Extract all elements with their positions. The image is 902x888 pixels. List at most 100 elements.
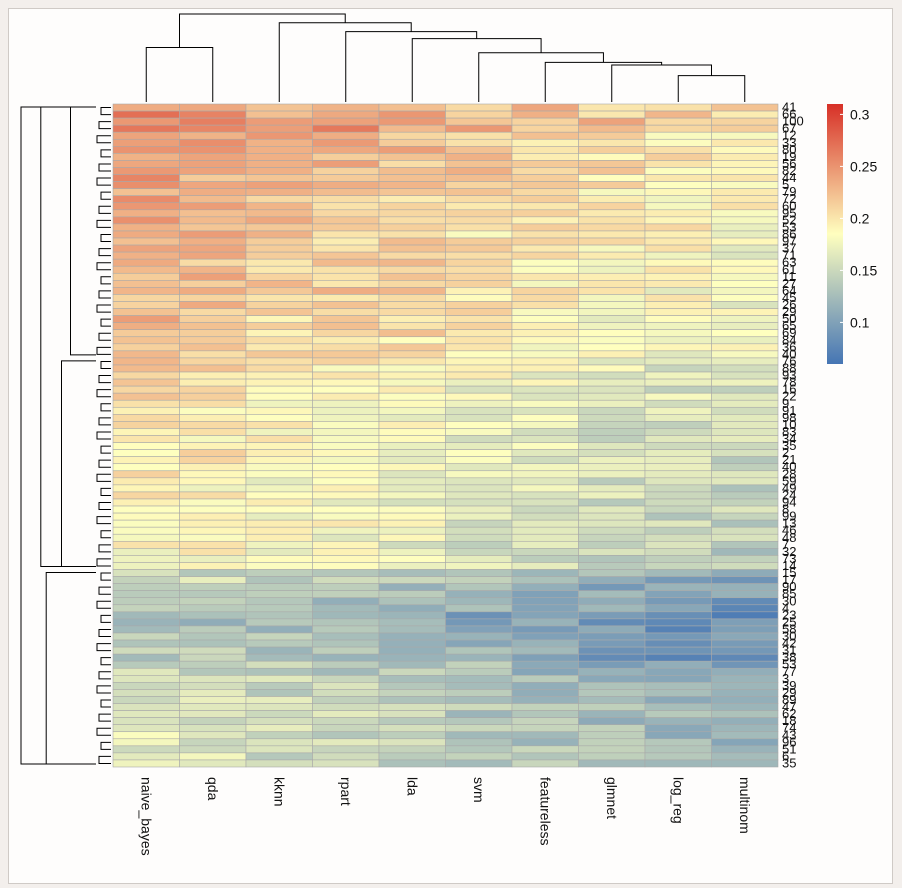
- heatmap-cell: [578, 371, 646, 380]
- heatmap-cell: [511, 675, 579, 683]
- heatmap-cell: [511, 357, 579, 366]
- heatmap-cell: [312, 223, 380, 232]
- row-label: 52: [782, 212, 796, 227]
- heatmap-cell: [445, 477, 513, 486]
- heatmap-cell: [112, 329, 180, 338]
- heatmap-cell: [179, 505, 247, 514]
- heatmap-cell: [711, 153, 779, 161]
- heatmap-cell: [378, 632, 446, 641]
- heatmap-cell: [378, 103, 446, 112]
- dendrogram-link: [98, 713, 111, 722]
- legend-tick-label: 0.1: [850, 314, 870, 330]
- heatmap-cell: [445, 103, 513, 112]
- heatmap-cell: [511, 117, 579, 126]
- heatmap-cell: [578, 611, 646, 620]
- heatmap-cell: [112, 745, 180, 754]
- heatmap-cell: [644, 251, 712, 260]
- heatmap-cell: [378, 414, 446, 422]
- heatmap-cell: [644, 435, 712, 443]
- row-label: 28: [782, 466, 796, 481]
- heatmap-cell: [245, 399, 313, 408]
- heatmap-cell: [245, 258, 313, 267]
- heatmap-cell: [445, 315, 513, 323]
- heatmap-cell: [644, 357, 712, 366]
- heatmap-cell: [179, 745, 247, 754]
- heatmap-cell: [245, 632, 313, 641]
- heatmap-cell: [445, 414, 513, 422]
- heatmap-cell: [378, 399, 446, 408]
- heatmap-cell: [644, 731, 712, 740]
- heatmap-cell: [312, 604, 380, 613]
- heatmap-cell: [511, 590, 579, 599]
- row-label: 88: [782, 360, 796, 375]
- row-label: 80: [782, 142, 796, 157]
- heatmap-cell: [711, 364, 779, 373]
- heatmap-cell: [644, 103, 712, 112]
- row-label: 91: [782, 403, 796, 418]
- dendrogram-link: [96, 262, 111, 271]
- dendrogram-link: [96, 685, 111, 694]
- heatmap-cell: [644, 280, 712, 288]
- heatmap-cell: [112, 696, 180, 704]
- heatmap-cell: [378, 590, 446, 599]
- heatmap-cell: [644, 710, 712, 718]
- heatmap-cell: [578, 590, 646, 599]
- heatmap-cell: [378, 449, 446, 457]
- heatmap-cell: [245, 181, 313, 189]
- heatmap-cell: [179, 378, 247, 387]
- heatmap-cell: [578, 195, 646, 204]
- heatmap-cell: [644, 583, 712, 591]
- heatmap-cell: [711, 477, 779, 486]
- heatmap-cell: [245, 244, 313, 253]
- heatmap-cell: [378, 230, 446, 239]
- heatmap-cell: [312, 548, 380, 556]
- heatmap-cell: [644, 590, 712, 599]
- heatmap-cell: [245, 597, 313, 606]
- heatmap-cell: [245, 738, 313, 747]
- heatmap-cell: [112, 131, 180, 140]
- dendrogram-link: [98, 755, 111, 764]
- heatmap-cell: [511, 350, 579, 359]
- heatmap-cell: [179, 188, 247, 196]
- heatmap-cell: [312, 385, 380, 394]
- heatmap-cell: [312, 117, 380, 126]
- heatmap-cell: [511, 463, 579, 472]
- heatmap-cell: [378, 724, 446, 733]
- heatmap-cell: [511, 519, 579, 528]
- heatmap-cell: [644, 533, 712, 542]
- heatmap-cell: [179, 667, 247, 676]
- heatmap-cell: [711, 287, 779, 295]
- heatmap-cell: [312, 181, 380, 189]
- heatmap-cell: [644, 682, 712, 690]
- heatmap-cell: [179, 533, 247, 542]
- heatmap-cell: [245, 174, 313, 182]
- heatmap-cell: [112, 294, 180, 302]
- heatmap-cell: [112, 625, 180, 634]
- heatmap-cell: [112, 350, 180, 359]
- heatmap-cell: [179, 583, 247, 591]
- heatmap-cell: [578, 703, 646, 711]
- heatmap-cell: [511, 272, 579, 281]
- heatmap-cell: [578, 378, 646, 387]
- heatmap-cell: [179, 329, 247, 338]
- heatmap-cell: [445, 406, 513, 415]
- row-label: 84: [782, 332, 796, 347]
- heatmap-cell: [644, 138, 712, 147]
- heatmap-cell: [578, 646, 646, 655]
- legend-tick-label: 0.15: [850, 262, 877, 278]
- dendrogram-link: [96, 346, 111, 355]
- heatmap-cell: [644, 505, 712, 514]
- heatmap-cell: [511, 174, 579, 182]
- heatmap-cell: [711, 505, 779, 514]
- heatmap-cell: [378, 195, 446, 204]
- heatmap-cell: [245, 392, 313, 401]
- heatmap-cell: [578, 251, 646, 260]
- heatmap-cell: [312, 611, 380, 620]
- row-label: 76: [782, 353, 796, 368]
- heatmap-cell: [445, 717, 513, 725]
- heatmap-cell: [511, 442, 579, 450]
- heatmap-cell: [511, 505, 579, 514]
- heatmap-cell: [511, 385, 579, 394]
- heatmap-cell: [245, 195, 313, 204]
- heatmap-cell: [312, 724, 380, 733]
